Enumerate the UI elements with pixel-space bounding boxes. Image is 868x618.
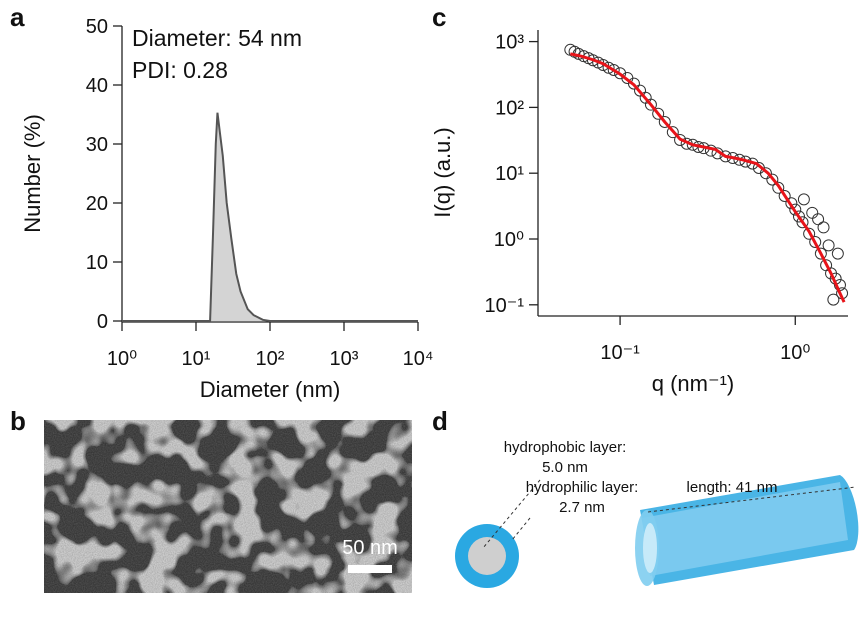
x-tick-label: 10⁴ [403, 348, 434, 370]
x-tick-label: 10³ [330, 348, 359, 370]
data-point [797, 193, 810, 206]
data-point [796, 216, 809, 229]
data-point [658, 115, 671, 128]
data-point [759, 167, 772, 180]
x-tick-label: 10¹ [182, 348, 211, 370]
data-point [806, 206, 819, 219]
data-point [602, 61, 615, 74]
data-point [644, 98, 657, 111]
core-label: hydrophobic layer: [504, 439, 627, 456]
data-point [792, 210, 805, 223]
y-tick-label: 10¹ [495, 163, 524, 185]
data-point [827, 293, 840, 306]
x-tick-label: 10² [256, 348, 285, 370]
x-tick-label: 10⁰ [780, 342, 810, 364]
scale-bar-label: 50 nm [342, 537, 398, 559]
area-fill [122, 112, 418, 321]
panel-label: a [10, 2, 25, 32]
data-point [627, 77, 640, 90]
shell-label: hydrophilic layer: [526, 479, 639, 496]
data-point [817, 221, 830, 234]
y-tick-label: 10⁻¹ [485, 295, 525, 317]
core [468, 537, 506, 575]
y-tick-label: 20 [86, 193, 108, 215]
panel-label: d [432, 406, 448, 436]
data-point [789, 203, 802, 216]
y-tick-label: 30 [86, 134, 108, 156]
data-point [822, 239, 835, 252]
data-point [666, 126, 679, 139]
x-axis-label: Diameter (nm) [200, 377, 341, 402]
micrograph [44, 420, 412, 593]
y-tick-label: 50 [86, 16, 108, 38]
data-point [586, 54, 599, 67]
fit-line [570, 52, 846, 303]
panel-label: c [432, 2, 446, 32]
data-point [809, 236, 822, 249]
data-point [772, 181, 785, 194]
leader-line [511, 517, 531, 541]
data-point [614, 67, 627, 80]
y-tick-label: 10² [495, 97, 524, 119]
y-tick-label: 10³ [495, 32, 524, 54]
annotation: Diameter: 54 nm [132, 25, 302, 51]
data-point [607, 64, 620, 77]
area-line [122, 112, 418, 322]
x-tick-label: 10⁰ [107, 348, 137, 370]
cylinder-end-core [643, 523, 657, 573]
data-point [597, 59, 610, 72]
data-point [785, 197, 798, 210]
data-point [803, 227, 816, 240]
y-axis-label: Number (%) [20, 114, 45, 233]
shell-value: 2.7 nm [559, 499, 605, 516]
data-point [778, 190, 791, 203]
cylinder [635, 475, 859, 586]
data-point [652, 107, 665, 120]
annotation: PDI: 0.28 [132, 57, 228, 83]
x-axis-label: q (nm⁻¹) [652, 371, 735, 396]
scale-bar [348, 565, 392, 573]
y-tick-label: 10⁰ [494, 229, 524, 251]
data-point [766, 173, 779, 186]
core-value: 5.0 nm [542, 459, 588, 476]
cylinder-core [642, 482, 848, 576]
y-axis-label: I(q) (a.u.) [430, 127, 455, 217]
y-tick-label: 0 [97, 311, 108, 333]
length-label: length: 41 nm [687, 479, 778, 496]
data-point [812, 213, 825, 226]
panel-label: b [10, 406, 26, 436]
length-arrow [647, 486, 857, 513]
x-tick-label: 10⁻¹ [600, 342, 640, 364]
y-tick-label: 10 [86, 252, 108, 274]
leader-line [482, 479, 541, 549]
data-point [831, 247, 844, 260]
y-tick-label: 40 [86, 75, 108, 97]
data-point [814, 247, 827, 260]
